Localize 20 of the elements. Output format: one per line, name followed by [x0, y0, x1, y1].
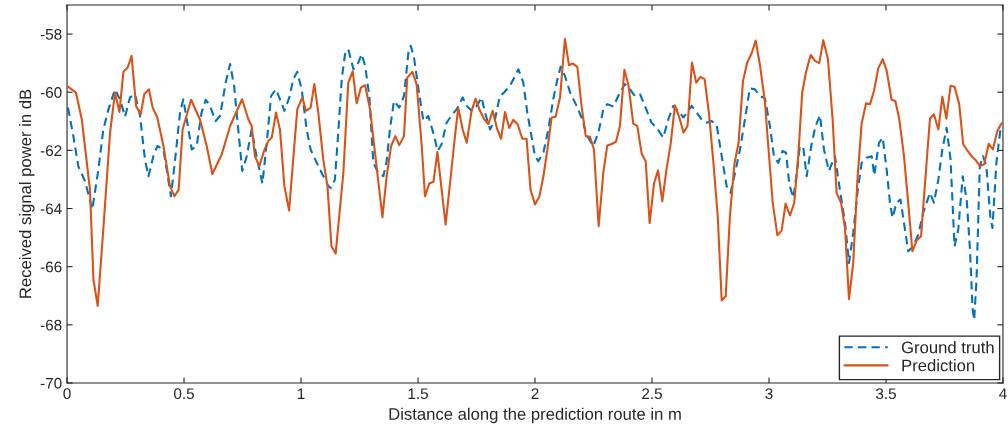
y-tick-label: -64 [40, 203, 62, 215]
y-tick-label: -70 [40, 377, 62, 389]
x-tick-label: 3 [765, 388, 773, 400]
x-tick-label: 0.5 [174, 388, 194, 400]
y-tick-label: -68 [40, 319, 62, 331]
y-tick-label: -60 [40, 87, 62, 98]
x-tick-label: 2.5 [642, 388, 662, 400]
legend-label: Prediction [902, 359, 975, 372]
x-tick-label: 0 [63, 388, 71, 400]
x-tick-label: 4 [999, 388, 1007, 399]
x-tick-label: 3.5 [875, 388, 896, 400]
y-tick-label: -66 [40, 261, 62, 273]
x-tick-label: 1.5 [408, 388, 428, 400]
y-tick-label: -62 [40, 145, 62, 157]
y-tick-label: -58 [40, 28, 62, 40]
x-tick-label: 1 [297, 388, 305, 399]
x-axis-title: Distance along the prediction route in m [389, 407, 681, 424]
x-tick-label: 2 [531, 388, 539, 399]
legend-label: Ground truth [901, 341, 994, 354]
y-axis-title: Received signal power in dB [19, 89, 35, 298]
